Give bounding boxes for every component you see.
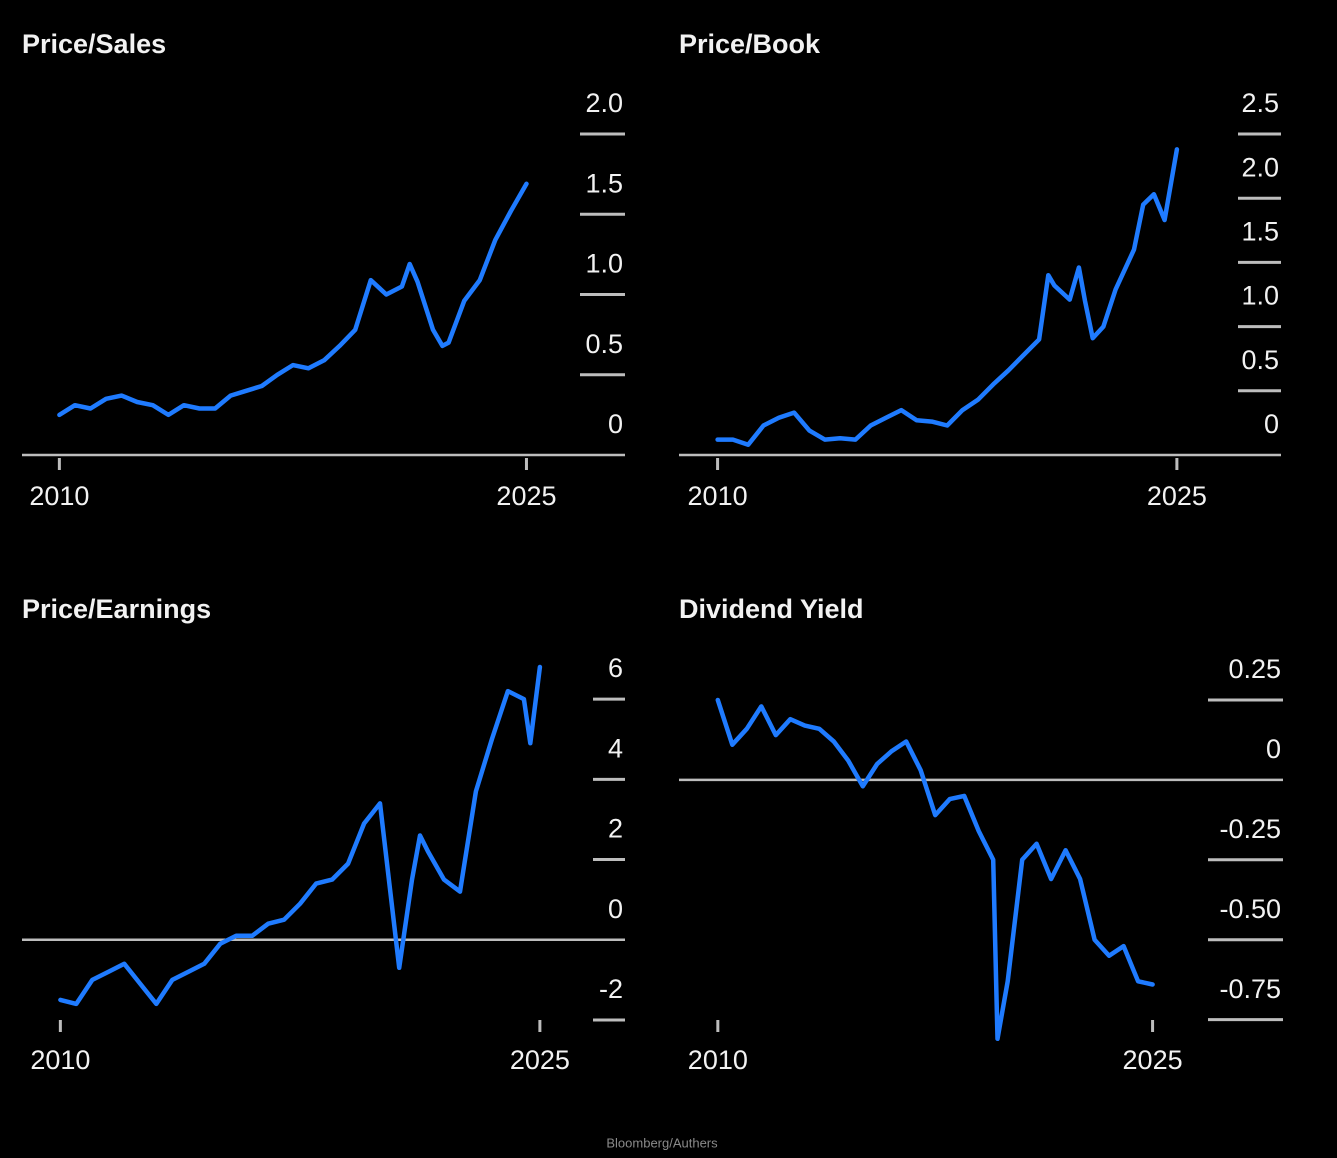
x-tick-label: 2025 [496,481,556,511]
panel: Dividend Yield -0.75 -0.50 -0.25 0 0.25 2010 20… [679,594,1283,1075]
x-tick-label: 2025 [1147,481,1207,511]
y-tick-label: -0.75 [1219,974,1281,1004]
source: Bloomberg/Authers [606,1135,718,1150]
y-tick-label: 2.5 [1241,88,1279,118]
data-line [57,181,529,418]
y-tick-label: 2.0 [585,88,623,118]
x-tick-label: 2010 [688,481,748,511]
panel-title: Price/Book [679,29,821,59]
y-tick-label: 0.5 [1241,345,1279,375]
panel: Price/Sales 0 0.5 1.0 1.5 2.0 2010 2025 [22,29,625,511]
y-tick-label: -0.50 [1219,894,1281,924]
y-tick-label: 0.5 [585,329,623,359]
y-tick-label: 0 [608,894,623,924]
y-tick-label: -0.25 [1219,814,1281,844]
y-tick-label: 1.0 [1241,281,1279,311]
panel-title: Price/Sales [22,29,166,59]
x-tick-label: 2025 [1123,1045,1183,1075]
y-tick-label: 0 [608,409,623,439]
y-tick-label: 4 [608,733,623,763]
data-line [715,697,1155,1042]
x-tick-label: 2010 [29,481,89,511]
y-tick-label: 1.5 [1241,217,1279,247]
x-tick-label: 2025 [510,1045,570,1075]
y-tick-label: 1.0 [585,249,623,279]
panel: Price/Earnings -2 0 2 4 6 2010 2025 [22,594,625,1075]
y-tick-label: -2 [599,974,623,1004]
y-tick-label: 6 [608,653,623,683]
data-line [715,147,1180,447]
y-tick-label: 2.0 [1241,152,1279,182]
x-tick-label: 2010 [688,1045,748,1075]
y-tick-label: 0 [1264,409,1279,439]
panel-title: Price/Earnings [22,594,211,624]
data-line [58,664,543,1007]
y-tick-label: 0.25 [1228,654,1281,684]
panel: Price/Book 0 0.5 1.0 1.5 2.0 2.5 2010 2025 [679,29,1281,511]
y-tick-label: 2 [608,814,623,844]
x-tick-label: 2010 [30,1045,90,1075]
y-tick-label: 1.5 [585,168,623,198]
panel-title: Dividend Yield [679,594,864,624]
y-tick-label: 0 [1266,734,1281,764]
